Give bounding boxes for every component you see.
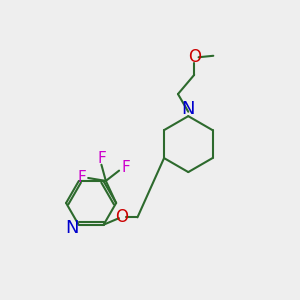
Text: O: O xyxy=(188,48,201,66)
Text: N: N xyxy=(65,219,79,237)
Text: F: F xyxy=(78,170,87,185)
Text: N: N xyxy=(182,100,195,118)
Text: F: F xyxy=(121,160,130,175)
Text: O: O xyxy=(115,208,128,226)
Text: F: F xyxy=(97,151,106,166)
